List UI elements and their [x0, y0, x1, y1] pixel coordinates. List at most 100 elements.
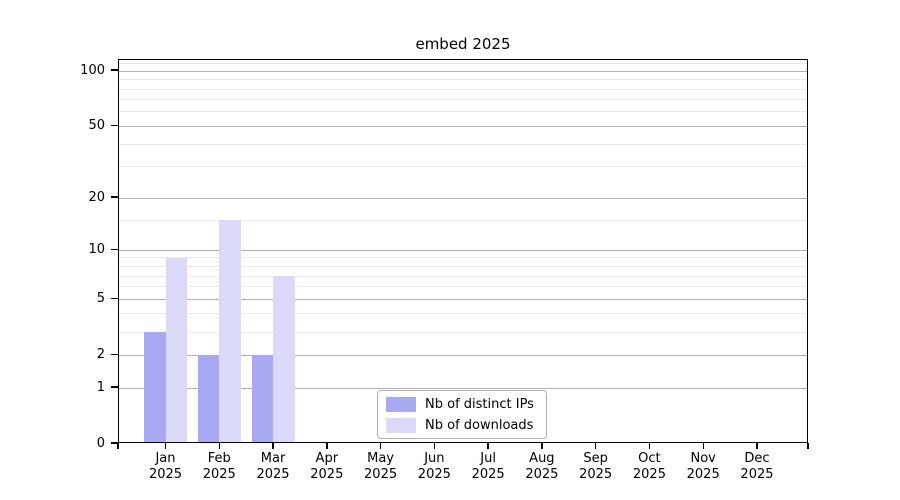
bar-nb-of-distinct-ips-mar — [251, 355, 274, 443]
legend-row: Nb of distinct IPs — [386, 396, 538, 412]
legend-swatch — [386, 417, 416, 433]
legend-label: Nb of downloads — [425, 417, 534, 433]
chart-title: embed 2025 — [415, 35, 511, 53]
month-label: Sep — [583, 451, 608, 466]
month-label: Aug — [529, 451, 555, 466]
month-label: Jul — [480, 451, 496, 466]
month-label: Jun — [424, 451, 445, 466]
x-tick-label-nov: Nov 2025 — [673, 451, 733, 482]
x-tick-mark — [117, 443, 119, 449]
legend: Nb of distinct IPs Nb of downloads — [377, 390, 547, 439]
x-tick-mark — [433, 443, 436, 449]
y-tick-mark — [111, 386, 118, 388]
y-tick-label: 100 — [80, 62, 105, 78]
y-tick-label: 2 — [96, 346, 105, 362]
x-tick-label-mar: Mar 2025 — [243, 451, 303, 482]
month-label: Mar — [260, 451, 286, 466]
y-tick-mark — [111, 442, 118, 444]
minor-gridline — [119, 266, 807, 267]
bar-nb-of-downloads-mar — [273, 276, 295, 443]
month-label: Feb — [207, 451, 231, 466]
minor-gridline — [119, 313, 807, 315]
y-tick-label: 1 — [96, 379, 105, 395]
major-gridline — [119, 354, 807, 356]
y-tick-mark — [111, 124, 118, 127]
minor-gridline — [119, 257, 807, 259]
minor-gridline — [119, 331, 807, 333]
x-tick-mark — [702, 443, 704, 449]
bar-nb-of-distinct-ips-jan — [144, 332, 166, 443]
month-label: May — [367, 451, 395, 466]
x-tick-mark — [326, 443, 328, 449]
x-tick-mark — [541, 443, 543, 449]
legend-row: Nb of downloads — [386, 417, 538, 433]
x-tick-mark — [807, 443, 809, 449]
month-label: Nov — [690, 451, 716, 466]
year-label: 2025 — [364, 466, 398, 482]
year-label: 2025 — [740, 466, 774, 482]
major-gridline — [119, 298, 807, 300]
x-tick-label-apr: Apr 2025 — [297, 451, 357, 482]
x-tick-label-oct: Oct 2025 — [619, 451, 679, 482]
major-gridline — [119, 387, 807, 389]
year-label: 2025 — [686, 466, 720, 482]
x-tick-label-aug: Aug 2025 — [512, 451, 572, 482]
bar-nb-of-distinct-ips-feb — [197, 355, 220, 443]
minor-gridline — [119, 99, 807, 101]
y-tick-label: 10 — [88, 241, 105, 257]
x-tick-mark — [272, 443, 274, 449]
y-tick-label: 0 — [96, 435, 105, 451]
y-tick-mark — [111, 353, 118, 355]
minor-gridline — [119, 111, 807, 113]
month-label: Jan — [155, 451, 176, 466]
major-gridline — [119, 197, 807, 199]
minor-gridline — [119, 219, 807, 221]
x-tick-mark — [218, 443, 220, 449]
y-tick-label: 5 — [96, 290, 105, 306]
x-tick-mark — [487, 443, 489, 449]
minor-gridline — [119, 88, 807, 90]
minor-gridline — [119, 166, 807, 168]
bar-nb-of-downloads-feb — [219, 220, 241, 443]
legend-swatch — [386, 396, 416, 412]
month-label: Apr — [315, 451, 339, 466]
x-tick-label-feb: Feb 2025 — [189, 451, 249, 482]
minor-gridline — [119, 79, 807, 81]
year-label: 2025 — [148, 466, 183, 482]
month-label: Oct — [638, 451, 661, 466]
year-label: 2025 — [310, 466, 344, 482]
legend-label: Nb of distinct IPs — [425, 396, 534, 412]
plot-area: Nb of distinct IPs Nb of downloads — [118, 59, 808, 443]
y-tick-label: 20 — [88, 189, 105, 205]
major-gridline — [119, 70, 807, 72]
x-tick-label-jun: Jun 2025 — [404, 451, 464, 482]
year-label: 2025 — [256, 466, 290, 482]
year-label: 2025 — [471, 466, 505, 482]
minor-gridline — [119, 63, 807, 65]
year-label: 2025 — [579, 466, 613, 482]
x-tick-mark — [164, 443, 167, 449]
year-label: 2025 — [632, 466, 666, 482]
x-tick-label-jan: Jan 2025 — [136, 451, 196, 482]
y-tick-mark — [111, 297, 118, 299]
x-tick-label-jul: Jul 2025 — [458, 451, 518, 482]
major-gridline — [119, 125, 807, 127]
x-tick-mark — [756, 443, 758, 449]
y-tick-mark — [111, 196, 118, 198]
minor-gridline — [119, 143, 807, 145]
y-tick-label: 50 — [88, 117, 105, 133]
x-tick-mark — [594, 443, 597, 449]
major-gridline — [119, 249, 807, 251]
x-tick-label-dec: Dec 2025 — [727, 451, 787, 482]
y-tick-mark — [111, 69, 118, 71]
x-tick-label-may: May 2025 — [351, 451, 411, 482]
x-tick-mark — [379, 443, 382, 449]
year-label: 2025 — [417, 466, 451, 482]
year-label: 2025 — [525, 466, 559, 482]
minor-gridline — [119, 275, 807, 277]
y-tick-mark — [111, 248, 118, 250]
month-label: Dec — [744, 451, 770, 466]
bar-nb-of-downloads-jan — [165, 257, 187, 443]
year-label: 2025 — [202, 466, 236, 482]
